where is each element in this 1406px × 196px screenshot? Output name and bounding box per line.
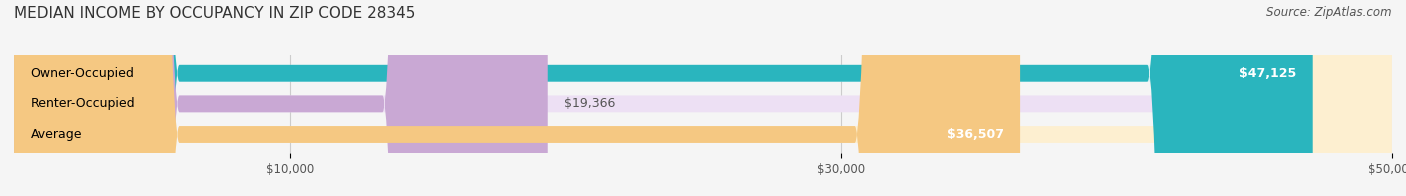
Text: MEDIAN INCOME BY OCCUPANCY IN ZIP CODE 28345: MEDIAN INCOME BY OCCUPANCY IN ZIP CODE 2… [14,6,415,21]
FancyBboxPatch shape [14,0,1021,196]
FancyBboxPatch shape [14,0,548,196]
Text: Source: ZipAtlas.com: Source: ZipAtlas.com [1267,6,1392,19]
Text: $36,507: $36,507 [946,128,1004,141]
FancyBboxPatch shape [14,0,1313,196]
Text: $47,125: $47,125 [1239,67,1296,80]
Text: Owner-Occupied: Owner-Occupied [31,67,135,80]
Text: $19,366: $19,366 [564,97,616,110]
Text: Average: Average [31,128,82,141]
FancyBboxPatch shape [14,0,1392,196]
Text: Renter-Occupied: Renter-Occupied [31,97,135,110]
FancyBboxPatch shape [14,0,1392,196]
FancyBboxPatch shape [14,0,1392,196]
